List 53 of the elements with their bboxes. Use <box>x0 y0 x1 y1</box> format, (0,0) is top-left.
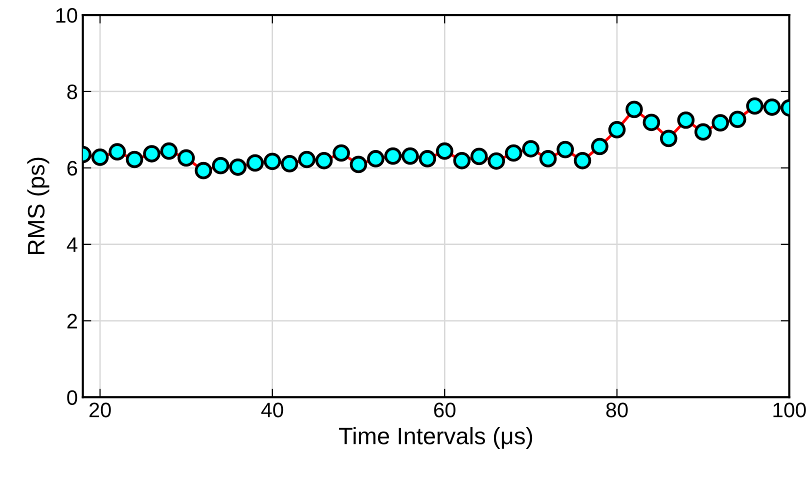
y-tick-label: 10 <box>56 8 78 23</box>
point <box>763 98 781 116</box>
point <box>626 100 643 118</box>
point <box>246 154 264 172</box>
point <box>470 148 488 166</box>
point <box>418 150 436 168</box>
point <box>212 156 230 174</box>
point <box>402 147 419 165</box>
point <box>453 152 471 170</box>
x-axis-title: Time Intervals (μs) <box>339 427 532 450</box>
y-tick-label: 4 <box>66 238 78 252</box>
point <box>384 147 402 165</box>
y-tick-label: 2 <box>67 314 77 328</box>
point <box>264 152 282 170</box>
point <box>522 140 540 158</box>
x-tick-label: 40 <box>261 402 284 418</box>
point <box>143 145 160 162</box>
point <box>712 114 730 132</box>
x-tick-label: 20 <box>90 402 111 418</box>
point <box>108 143 126 161</box>
point <box>367 150 384 168</box>
point <box>315 152 333 170</box>
point <box>488 152 506 170</box>
point <box>332 144 350 162</box>
point <box>574 152 592 170</box>
y-tick-label: 0 <box>67 390 78 405</box>
point <box>677 111 695 129</box>
point <box>350 156 368 174</box>
point <box>642 114 660 132</box>
point <box>556 140 574 158</box>
point <box>91 148 109 166</box>
y-tick-label: 8 <box>67 84 78 100</box>
point <box>591 138 608 156</box>
y-axis-title: RMS (ps) <box>27 158 50 254</box>
point <box>694 123 712 141</box>
y-tick-label: 6 <box>67 160 78 176</box>
point <box>126 150 144 168</box>
point <box>436 142 454 160</box>
point <box>539 150 557 168</box>
x-tick-label: 100 <box>773 402 806 418</box>
point <box>504 144 522 162</box>
x-tick-label: 80 <box>606 402 628 418</box>
point <box>194 162 212 180</box>
point <box>160 142 178 160</box>
point <box>229 158 247 176</box>
point <box>280 155 298 172</box>
x-tick-label: 60 <box>434 402 456 418</box>
point <box>660 130 678 148</box>
point <box>746 97 764 115</box>
point <box>178 149 195 167</box>
point <box>298 150 316 168</box>
point <box>608 121 626 138</box>
point <box>728 110 746 128</box>
